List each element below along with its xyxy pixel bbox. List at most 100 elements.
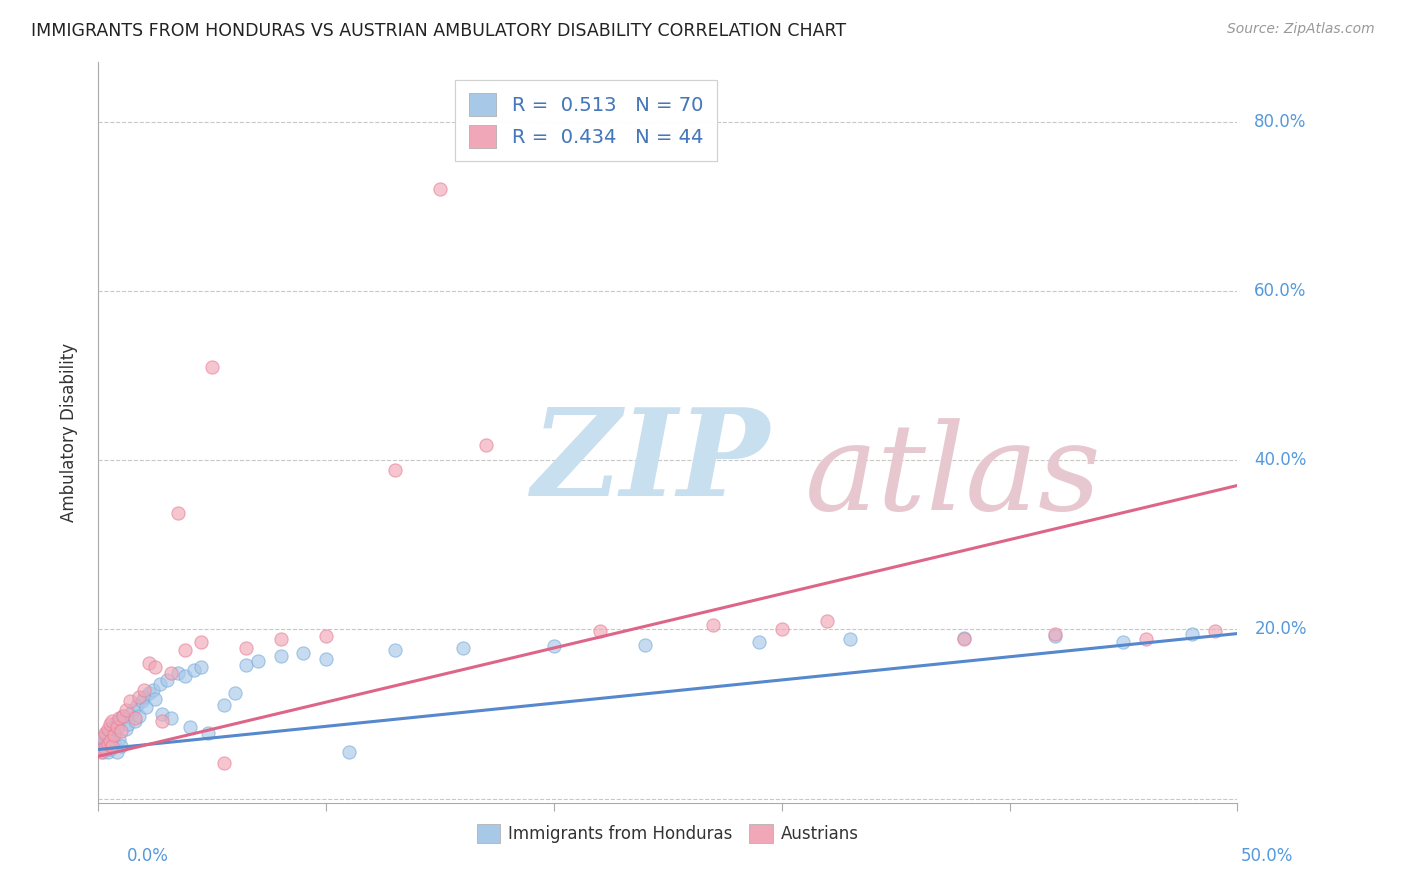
Point — [337, 745, 360, 759]
Point — [110, 711, 132, 725]
Point — [94, 739, 117, 753]
Point — [201, 359, 224, 374]
Text: atlas: atlas — [804, 418, 1101, 536]
Point — [94, 742, 117, 756]
Point — [110, 739, 132, 753]
Point — [634, 638, 657, 652]
Text: 60.0%: 60.0% — [1254, 282, 1306, 300]
Point — [101, 731, 124, 745]
Point — [94, 740, 117, 755]
Point — [94, 728, 117, 742]
Point — [270, 649, 292, 664]
Point — [103, 725, 125, 739]
Point — [121, 703, 143, 717]
Point — [132, 690, 155, 704]
Point — [105, 715, 128, 730]
Point — [246, 655, 269, 669]
Point — [91, 737, 114, 751]
Point — [212, 698, 235, 713]
Point — [384, 463, 406, 477]
Point — [128, 690, 150, 704]
Point — [128, 708, 150, 723]
Point — [953, 632, 976, 647]
Point — [1204, 624, 1226, 638]
Point — [1112, 635, 1135, 649]
Point — [953, 631, 976, 645]
Point — [315, 652, 337, 666]
Point — [132, 683, 155, 698]
Point — [103, 717, 125, 731]
Point — [98, 734, 121, 748]
Point — [112, 708, 135, 723]
Text: ZIP: ZIP — [531, 403, 769, 522]
Point — [135, 700, 157, 714]
Point — [120, 694, 142, 708]
Text: 20.0%: 20.0% — [1254, 620, 1306, 639]
Point — [94, 732, 117, 747]
Point — [124, 711, 146, 725]
Text: 50.0%: 50.0% — [1241, 847, 1294, 865]
Point — [101, 714, 124, 728]
Point — [124, 714, 146, 728]
Point — [101, 740, 124, 755]
Point — [142, 683, 165, 698]
Text: IMMIGRANTS FROM HONDURAS VS AUSTRIAN AMBULATORY DISABILITY CORRELATION CHART: IMMIGRANTS FROM HONDURAS VS AUSTRIAN AMB… — [31, 22, 846, 40]
Point — [150, 706, 173, 721]
Y-axis label: Ambulatory Disability: Ambulatory Disability — [59, 343, 77, 522]
Point — [90, 734, 112, 748]
Point — [451, 640, 474, 655]
Point — [138, 686, 160, 700]
Point — [174, 669, 197, 683]
Text: Source: ZipAtlas.com: Source: ZipAtlas.com — [1227, 22, 1375, 37]
Point — [384, 643, 406, 657]
Point — [224, 686, 246, 700]
Point — [91, 745, 114, 759]
Point — [96, 736, 118, 750]
Point — [160, 666, 183, 681]
Point — [131, 694, 153, 708]
Point — [839, 632, 862, 647]
Point — [96, 745, 118, 759]
Point — [160, 711, 183, 725]
Point — [98, 742, 121, 756]
Point — [138, 656, 160, 670]
Text: 40.0%: 40.0% — [1254, 451, 1306, 469]
Point — [112, 708, 135, 723]
Point — [145, 691, 167, 706]
Point — [108, 732, 131, 747]
Point — [96, 725, 118, 739]
Point — [1043, 629, 1066, 643]
Point — [815, 614, 838, 628]
Text: 0.0%: 0.0% — [127, 847, 169, 865]
Point — [292, 646, 315, 660]
Point — [103, 737, 125, 751]
Point — [474, 438, 496, 452]
Point — [1043, 626, 1066, 640]
Point — [315, 629, 337, 643]
Point — [167, 666, 190, 681]
Point — [748, 635, 770, 649]
Point — [190, 635, 212, 649]
Point — [90, 740, 112, 755]
Point — [101, 720, 124, 734]
Legend: Immigrants from Honduras, Austrians: Immigrants from Honduras, Austrians — [470, 817, 866, 850]
Point — [117, 717, 139, 731]
Point — [1181, 626, 1204, 640]
Point — [103, 728, 125, 742]
Point — [145, 660, 167, 674]
Point — [91, 731, 114, 745]
Text: 80.0%: 80.0% — [1254, 112, 1306, 130]
Point — [105, 745, 128, 759]
Point — [212, 756, 235, 770]
Point — [98, 723, 121, 738]
Point — [179, 720, 201, 734]
Point — [156, 673, 179, 687]
Point — [543, 640, 565, 654]
Point — [429, 182, 451, 196]
Point — [190, 660, 212, 674]
Point — [114, 722, 136, 736]
Point — [235, 657, 257, 672]
Point — [770, 623, 793, 637]
Point — [235, 640, 257, 655]
Point — [98, 734, 121, 748]
